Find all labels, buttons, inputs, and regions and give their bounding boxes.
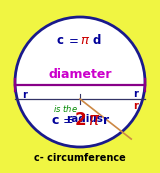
Text: $\mathbf{r}$: $\mathbf{r}$ — [102, 113, 110, 126]
Text: r: r — [134, 89, 138, 99]
Circle shape — [15, 17, 145, 147]
Text: $=$: $=$ — [66, 34, 78, 47]
Text: $\mathbf{c}$: $\mathbf{c}$ — [51, 113, 59, 126]
Text: $\pi$: $\pi$ — [88, 111, 100, 129]
Text: $\mathbf{c}$: $\mathbf{c}$ — [56, 34, 64, 47]
Text: diameter: diameter — [48, 68, 112, 81]
Text: r: r — [23, 90, 27, 100]
Text: $=$: $=$ — [60, 113, 74, 126]
Text: $\it{is\ the}$: $\it{is\ the}$ — [53, 103, 77, 115]
Text: radius: radius — [67, 114, 103, 124]
Text: r: r — [134, 101, 138, 111]
Text: $\mathbf{2}$: $\mathbf{2}$ — [74, 111, 86, 129]
Text: $\mathbf{d}$: $\mathbf{d}$ — [92, 33, 102, 47]
Text: c- circumference: c- circumference — [34, 153, 126, 163]
Text: $\pi$: $\pi$ — [80, 34, 90, 47]
